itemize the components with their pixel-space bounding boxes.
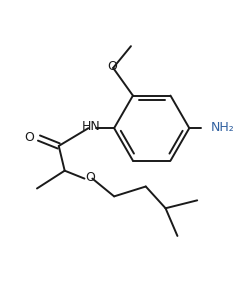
Text: HN: HN: [82, 120, 100, 133]
Text: O: O: [107, 61, 117, 73]
Text: O: O: [85, 171, 95, 184]
Text: O: O: [24, 130, 34, 143]
Text: NH₂: NH₂: [210, 121, 234, 134]
